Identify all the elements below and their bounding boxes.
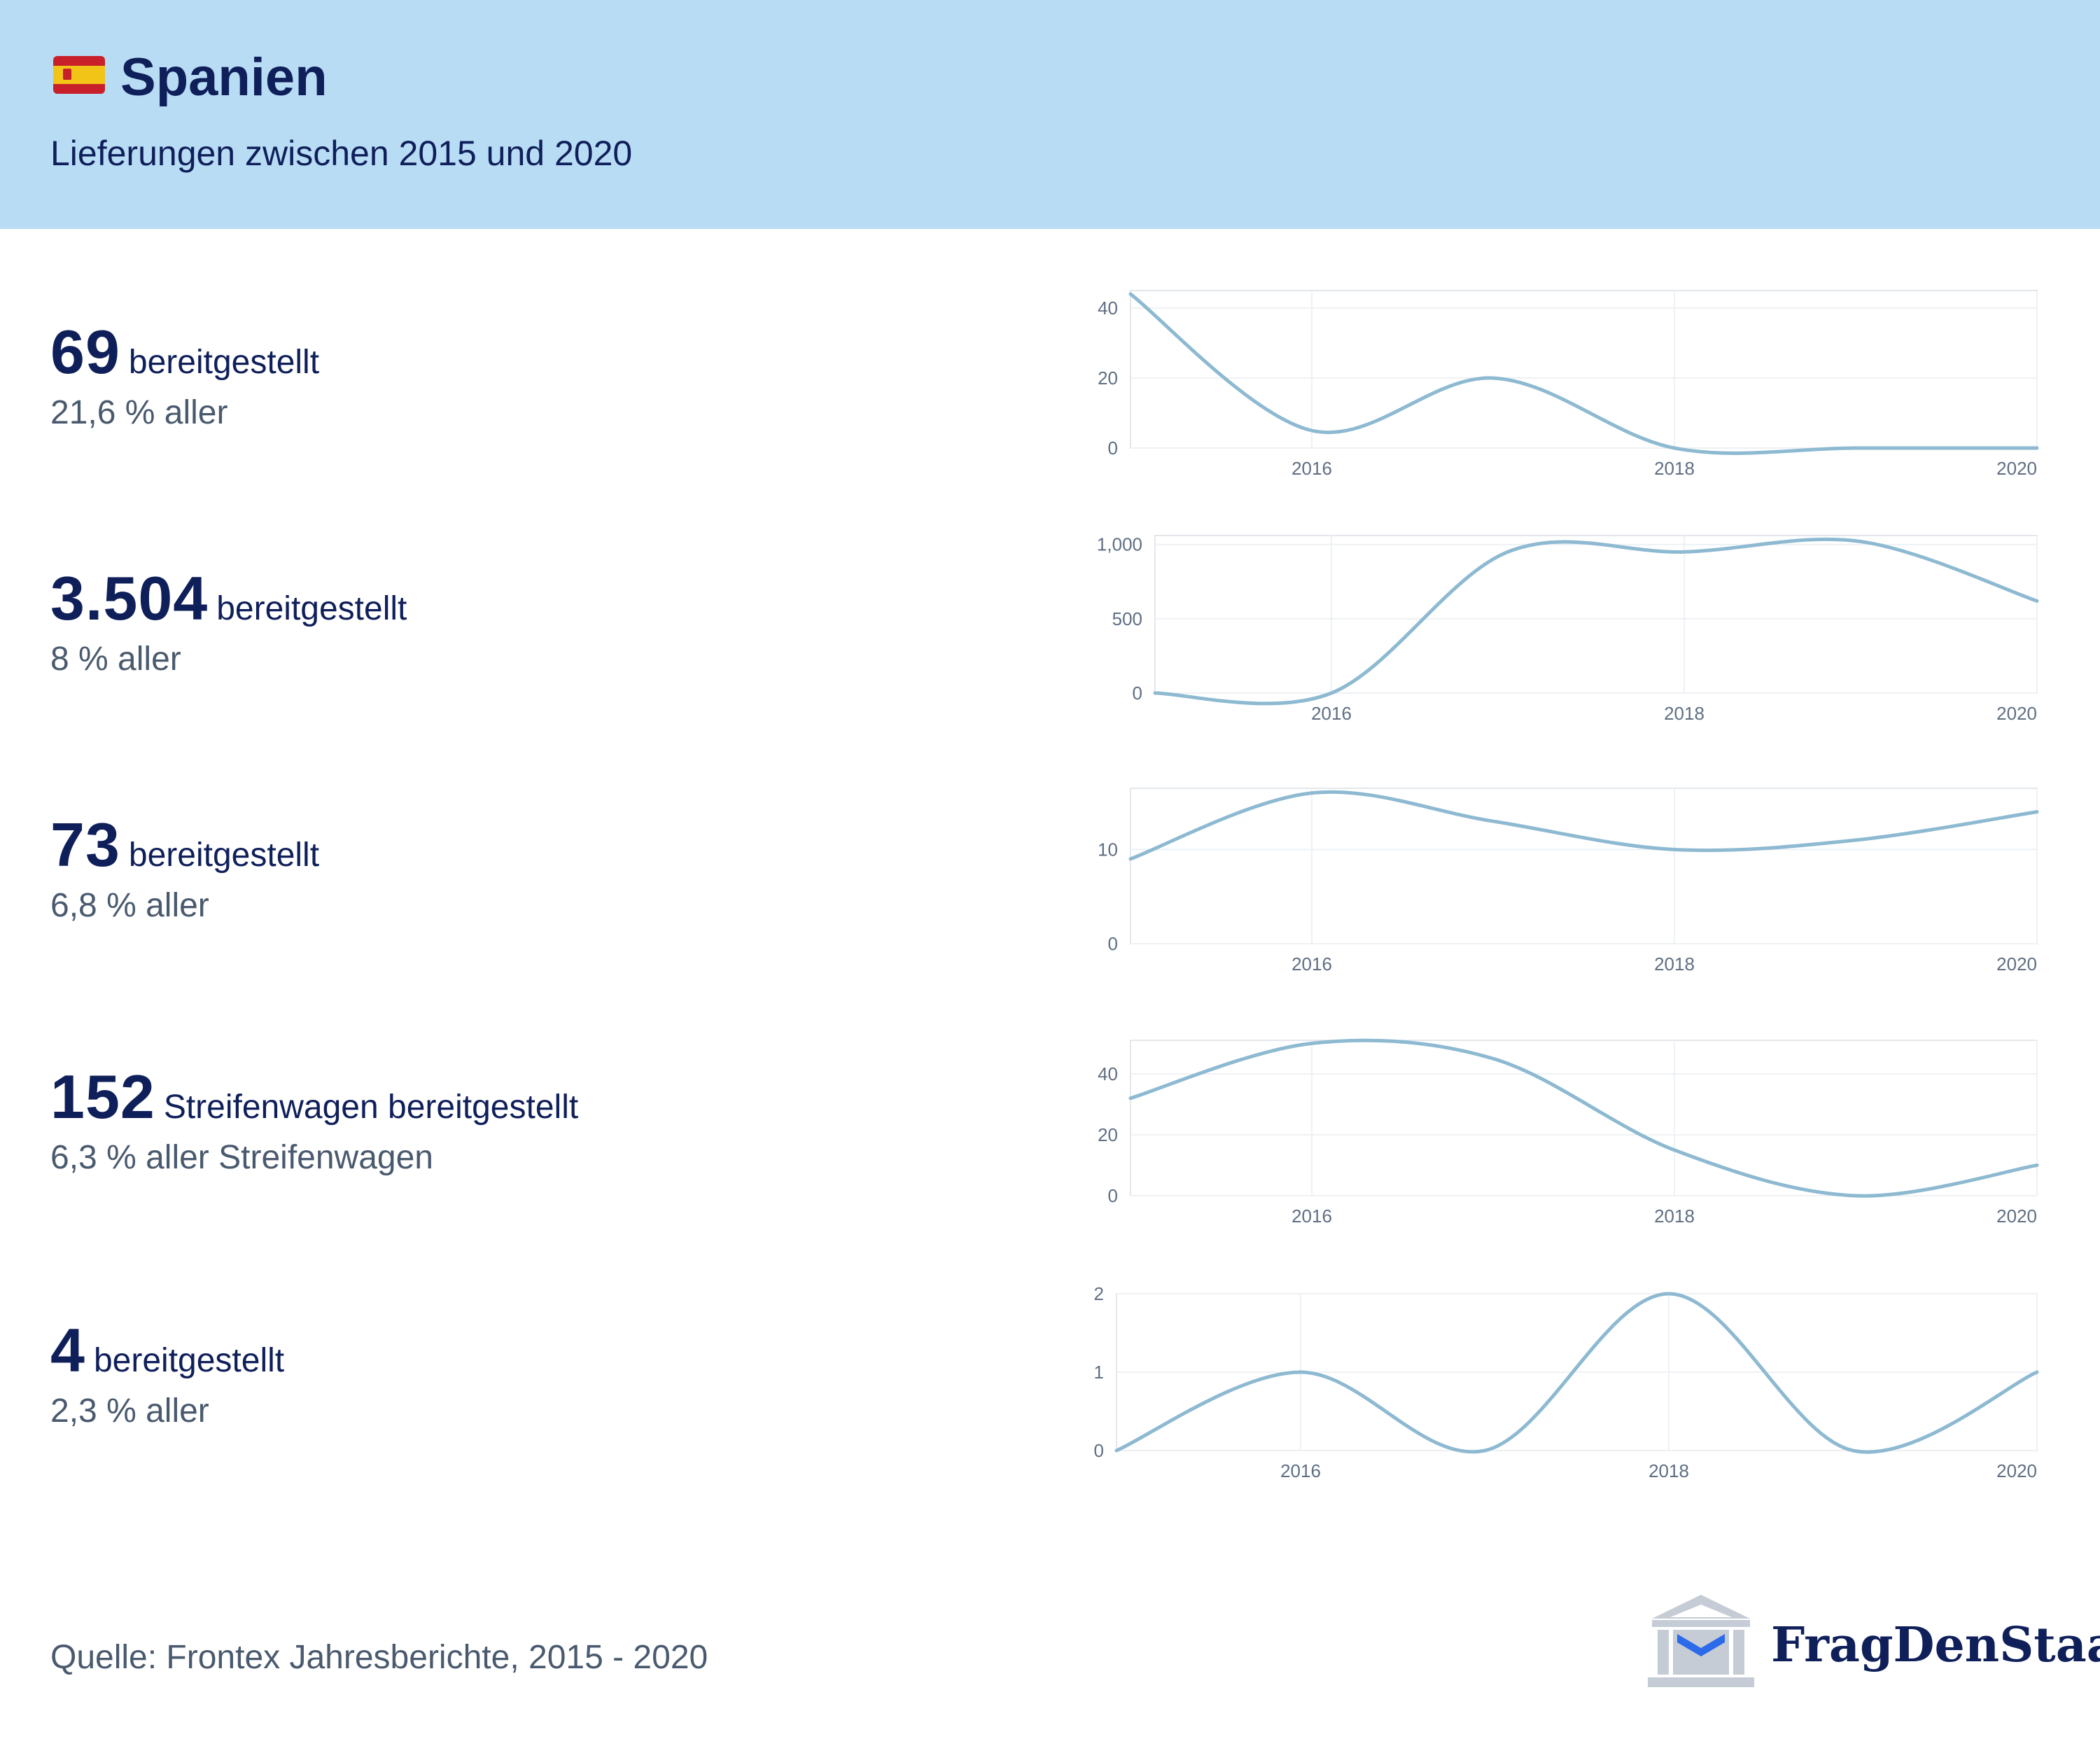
sparkline-chart: 2016 2018 2020 0 20 40	[1098, 1038, 2039, 1227]
stat-block: 69 bereitgestellt 21,6 % aller	[50, 316, 319, 432]
x-tick-label: 2016	[1292, 458, 1332, 479]
flag-spain-icon	[53, 56, 105, 94]
series-line	[1128, 790, 2039, 861]
stat-value: 69	[50, 317, 120, 386]
x-tick-label: 2020	[1996, 1460, 2037, 1481]
brand-logo: FragDenStaat	[1645, 1589, 2100, 1694]
stat-value: 3.504	[50, 564, 209, 633]
series-line	[1128, 292, 2039, 455]
stat-block: 73 bereitgestellt 6,8 % aller	[50, 809, 319, 925]
series-line	[1114, 1292, 2039, 1454]
y-tick-label: 2	[1094, 1283, 1104, 1304]
x-tick-label: 2016	[1292, 1206, 1332, 1227]
x-tick-label: 2016	[1280, 1460, 1321, 1481]
series-line	[1153, 537, 2039, 706]
page-title: Spanien	[120, 48, 328, 107]
sparkline-chart: 2016 2018 2020 0 10	[1098, 788, 2039, 975]
y-tick-label: 10	[1098, 839, 1118, 860]
stat-value: 152	[50, 1062, 155, 1131]
plot-frame	[1154, 535, 2038, 694]
series-line	[1128, 1038, 2039, 1198]
sparkline-chart: 2016 2018 2020 0 20 40	[1098, 290, 2039, 479]
x-tick-label: 2018	[1648, 1460, 1689, 1481]
y-tick-label: 0	[1133, 683, 1142, 704]
y-tick-label: 0	[1094, 1440, 1104, 1461]
x-tick-label: 2020	[1996, 954, 2037, 975]
plot-frame	[1130, 290, 2038, 449]
building-icon	[1648, 1595, 1754, 1687]
y-tick-label: 1,000	[1097, 534, 1142, 555]
stat-block: 152 Streifenwagen bereitgestellt 6,3 % al…	[50, 1061, 578, 1177]
y-tick-label: 40	[1098, 298, 1118, 319]
brand-name: FragDenStaat	[1771, 1617, 2100, 1673]
y-tick-label: 500	[1112, 608, 1142, 629]
y-tick-label: 20	[1098, 368, 1118, 389]
plot-frame	[1130, 1040, 2038, 1196]
y-tick-label: 20	[1098, 1124, 1118, 1145]
stat-block: 3.504 bereitgestellt 8 % aller	[50, 563, 407, 678]
y-tick-label: 0	[1108, 1185, 1118, 1206]
stat-label: Streifenwagen bereitgestellt	[163, 1089, 579, 1126]
x-tick-label: 2016	[1311, 703, 1352, 724]
stat-share: 21,6 % aller	[50, 394, 228, 431]
x-tick-label: 2018	[1654, 1206, 1695, 1227]
stat-block: 4 bereitgestellt 2,3 % aller	[50, 1315, 284, 1430]
stat-value: 73	[50, 810, 120, 879]
stat-label: bereitgestellt	[216, 590, 407, 627]
x-tick-label: 2018	[1654, 458, 1695, 479]
stat-label: bereitgestellt	[93, 1342, 285, 1379]
x-tick-label: 2018	[1664, 703, 1704, 724]
stat-share: 6,8 % aller	[50, 887, 209, 924]
stat-label: bereitgestellt	[128, 344, 320, 381]
stat-label: bereitgestellt	[128, 837, 320, 874]
stat-share: 2,3 % aller	[50, 1392, 209, 1430]
y-tick-label: 0	[1108, 438, 1118, 459]
x-tick-label: 2020	[1996, 703, 2037, 724]
x-tick-label: 2020	[1996, 1206, 2037, 1227]
stat-value: 4	[50, 1315, 85, 1385]
y-tick-label: 40	[1098, 1063, 1118, 1084]
y-tick-label: 1	[1094, 1362, 1104, 1383]
page-subtitle: Lieferungen zwischen 2015 und 2020	[50, 134, 633, 173]
x-tick-label: 2016	[1292, 954, 1332, 975]
source-note: Quelle: Frontex Jahresberichte, 2015 - 2…	[50, 1639, 708, 1676]
stat-share: 6,3 % aller Streifenwagen	[50, 1139, 433, 1176]
header: Spanien Lieferungen zwischen 2015 und 20…	[0, 0, 2100, 229]
sparkline-chart: 2016 2018 2020 0 1 2	[1094, 1283, 2039, 1481]
x-tick-label: 2020	[1996, 458, 2037, 479]
x-tick-label: 2018	[1654, 954, 1695, 975]
y-tick-label: 0	[1108, 933, 1118, 954]
stat-share: 8 % aller	[50, 641, 181, 678]
sparkline-chart: 2016 2018 2020 0 500 1,000	[1097, 534, 2039, 724]
plot-frame	[1130, 788, 2038, 944]
